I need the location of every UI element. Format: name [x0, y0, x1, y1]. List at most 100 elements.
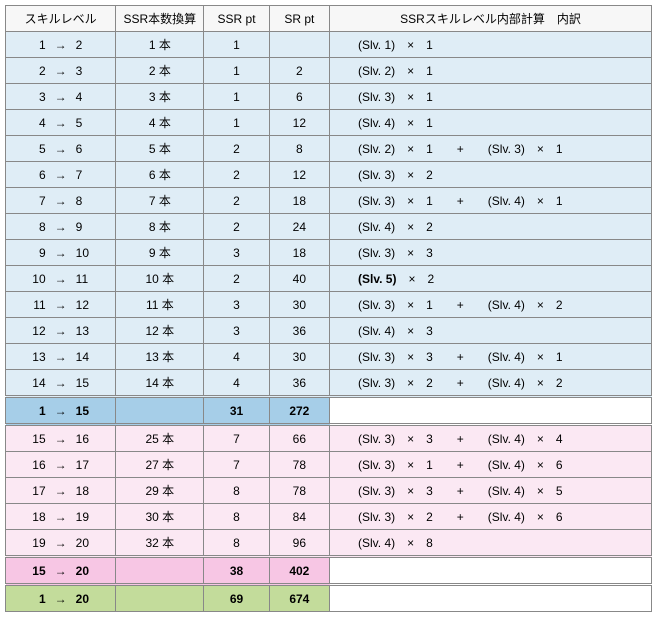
cell-ssr-pt: 2: [204, 214, 269, 240]
cell-level: 9→10: [6, 240, 116, 266]
cell-sr-pt: 6: [269, 84, 329, 110]
cell-ssr-pt: 1: [204, 110, 269, 136]
cell-level: 5→6: [6, 136, 116, 162]
header-ssr-pt: SSR pt: [204, 6, 269, 32]
cell-sr-pt: 84: [269, 504, 329, 530]
cell-ssr-pt: 8: [204, 530, 269, 557]
cell-level: 10→11: [6, 266, 116, 292]
cell-ssr-count: 6 本: [116, 162, 204, 188]
cell-calc: (Slv. 3) × 1 + (Slv. 4) × 1: [330, 188, 652, 214]
header-ssr-count: SSR本数換算: [116, 6, 204, 32]
cell-sr-pt: [269, 32, 329, 58]
header-calc: SSRスキルレベル内部計算 内訳: [330, 6, 652, 32]
cell-level: 2→3: [6, 58, 116, 84]
header-row: スキルレベル SSR本数換算 SSR pt SR pt SSRスキルレベル内部計…: [6, 6, 652, 32]
table-row: 19→2032 本896(Slv. 4) × 8: [6, 530, 652, 557]
cell-calc: (Slv. 1) × 1: [330, 32, 652, 58]
cell-level: 1→2: [6, 32, 116, 58]
table-row: 9→109 本318(Slv. 3) × 3: [6, 240, 652, 266]
table-row: 8→98 本224(Slv. 4) × 2: [6, 214, 652, 240]
cell-level: 1→15: [6, 397, 116, 425]
table-row: 14→1514 本436(Slv. 3) × 2 + (Slv. 4) × 2: [6, 370, 652, 397]
cell-calc: (Slv. 3) × 1: [330, 84, 652, 110]
cell-calc: (Slv. 2) × 1: [330, 58, 652, 84]
cell-calc: (Slv. 3) × 2 + (Slv. 4) × 6: [330, 504, 652, 530]
cell-sr-pt: 18: [269, 188, 329, 214]
cell-ssr-pt: 8: [204, 504, 269, 530]
cell-ssr-count: 25 本: [116, 425, 204, 452]
cell-ssr-pt: 1: [204, 32, 269, 58]
cell-ssr-count: [116, 397, 204, 425]
cell-level: 8→9: [6, 214, 116, 240]
cell-calc: (Slv. 5) × 2: [330, 266, 652, 292]
header-sr-pt: SR pt: [269, 6, 329, 32]
cell-ssr-count: 30 本: [116, 504, 204, 530]
table-row: 5→65 本28(Slv. 2) × 1 + (Slv. 3) × 1: [6, 136, 652, 162]
cell-sr-pt: 30: [269, 292, 329, 318]
cell-sr-pt: 30: [269, 344, 329, 370]
cell-ssr-count: [116, 585, 204, 612]
cell-ssr-count: 1 本: [116, 32, 204, 58]
table-row: 15→2038402: [6, 557, 652, 585]
cell-ssr-count: 13 本: [116, 344, 204, 370]
cell-level: 15→16: [6, 425, 116, 452]
cell-sr-pt: 18: [269, 240, 329, 266]
cell-sr-pt: 402: [269, 557, 329, 585]
cell-ssr-count: [116, 557, 204, 585]
cell-level: 19→20: [6, 530, 116, 557]
cell-ssr-pt: 8: [204, 478, 269, 504]
cell-sr-pt: 2: [269, 58, 329, 84]
cell-sr-pt: 272: [269, 397, 329, 425]
cell-ssr-count: 12 本: [116, 318, 204, 344]
cell-sr-pt: 40: [269, 266, 329, 292]
table-row: 12→1312 本336(Slv. 4) × 3: [6, 318, 652, 344]
cell-ssr-pt: 31: [204, 397, 269, 425]
cell-calc: [330, 557, 652, 585]
table-row: 3→43 本16(Slv. 3) × 1: [6, 84, 652, 110]
cell-ssr-count: 2 本: [116, 58, 204, 84]
cell-ssr-pt: 7: [204, 425, 269, 452]
cell-ssr-count: 4 本: [116, 110, 204, 136]
cell-sr-pt: 36: [269, 370, 329, 397]
cell-calc: (Slv. 3) × 1 + (Slv. 4) × 2: [330, 292, 652, 318]
skill-table: スキルレベル SSR本数換算 SSR pt SR pt SSRスキルレベル内部計…: [5, 5, 652, 612]
cell-ssr-pt: 1: [204, 84, 269, 110]
cell-calc: (Slv. 3) × 3 + (Slv. 4) × 5: [330, 478, 652, 504]
table-row: 13→1413 本430(Slv. 3) × 3 + (Slv. 4) × 1: [6, 344, 652, 370]
cell-calc: (Slv. 3) × 3 + (Slv. 4) × 1: [330, 344, 652, 370]
cell-sr-pt: 78: [269, 452, 329, 478]
cell-calc: [330, 585, 652, 612]
table-row: 11→1211 本330(Slv. 3) × 1 + (Slv. 4) × 2: [6, 292, 652, 318]
cell-calc: (Slv. 3) × 2 + (Slv. 4) × 2: [330, 370, 652, 397]
cell-calc: [330, 397, 652, 425]
cell-sr-pt: 12: [269, 162, 329, 188]
cell-sr-pt: 674: [269, 585, 329, 612]
header-level: スキルレベル: [6, 6, 116, 32]
cell-calc: (Slv. 3) × 3 + (Slv. 4) × 4: [330, 425, 652, 452]
table-row: 10→1110 本240(Slv. 5) × 2: [6, 266, 652, 292]
table-row: 16→1727 本778(Slv. 3) × 1 + (Slv. 4) × 6: [6, 452, 652, 478]
cell-ssr-pt: 2: [204, 266, 269, 292]
table-row: 2→32 本12(Slv. 2) × 1: [6, 58, 652, 84]
table-row: 4→54 本112(Slv. 4) × 1: [6, 110, 652, 136]
cell-calc: (Slv. 4) × 3: [330, 318, 652, 344]
cell-level: 1→20: [6, 585, 116, 612]
cell-ssr-pt: 2: [204, 136, 269, 162]
cell-ssr-count: 8 本: [116, 214, 204, 240]
cell-level: 15→20: [6, 557, 116, 585]
cell-ssr-pt: 3: [204, 292, 269, 318]
cell-ssr-count: 11 本: [116, 292, 204, 318]
cell-calc: (Slv. 3) × 1 + (Slv. 4) × 6: [330, 452, 652, 478]
cell-ssr-pt: 3: [204, 318, 269, 344]
cell-level: 14→15: [6, 370, 116, 397]
cell-level: 18→19: [6, 504, 116, 530]
cell-ssr-pt: 2: [204, 162, 269, 188]
cell-ssr-pt: 4: [204, 344, 269, 370]
cell-sr-pt: 36: [269, 318, 329, 344]
cell-ssr-count: 10 本: [116, 266, 204, 292]
cell-sr-pt: 96: [269, 530, 329, 557]
cell-calc: (Slv. 4) × 1: [330, 110, 652, 136]
cell-ssr-pt: 4: [204, 370, 269, 397]
table-row: 1→15 31272: [6, 397, 652, 425]
cell-ssr-count: 7 本: [116, 188, 204, 214]
